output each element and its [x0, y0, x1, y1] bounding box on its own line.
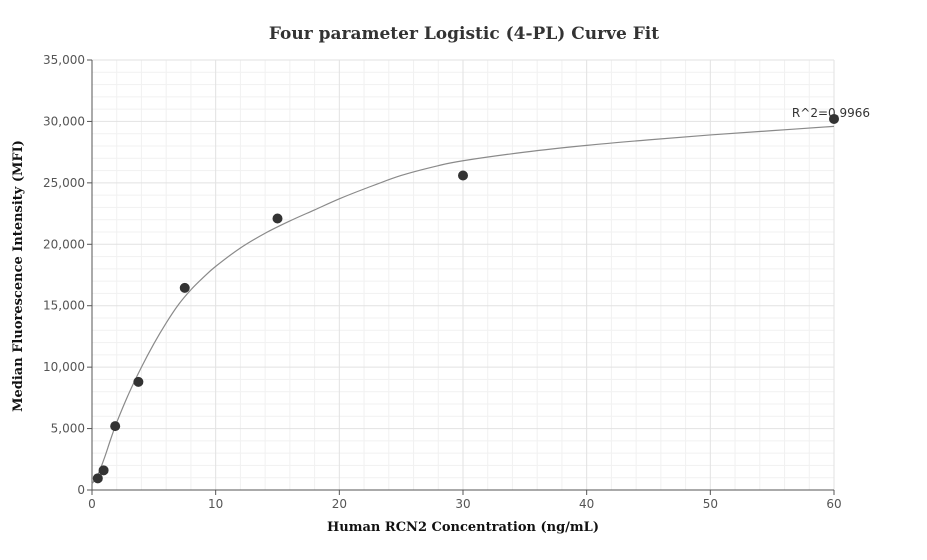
- data-point: [179, 282, 190, 293]
- data-point: [458, 170, 468, 181]
- y-axis-title: Median Fluorescence Intensity (MFI): [11, 140, 26, 412]
- y-tick-label: 0: [77, 483, 85, 497]
- tick-labels: 0 10 20 30 40 50 60 0 5,000 10,000 15,000 20,000 25,…: [43, 53, 842, 511]
- y-tick-label: 25,000: [43, 176, 85, 190]
- data-point: [110, 421, 121, 432]
- y-tick-label: 30,000: [43, 114, 85, 128]
- data-point: [92, 473, 103, 484]
- r-squared-label: R^2=0.9966: [792, 106, 870, 120]
- data-point: [829, 113, 839, 124]
- data-points: [92, 113, 839, 484]
- y-tick-label: 35,000: [43, 53, 85, 67]
- x-tick-label: 60: [826, 497, 841, 511]
- chart-title: Four parameter Logistic (4-PL) Curve Fit: [269, 24, 659, 44]
- fit-curve-line: [91, 125, 835, 485]
- x-tick-label: 0: [88, 497, 96, 511]
- y-tick-label: 10,000: [43, 360, 85, 374]
- x-tick-label: 30: [455, 497, 470, 511]
- annotations: R^2=0.9966: [792, 106, 870, 120]
- x-axis-title: Human RCN2 Concentration (ng/mL): [327, 520, 599, 535]
- x-tick-label: 10: [208, 497, 223, 511]
- data-point: [133, 376, 144, 387]
- x-tick-label: 40: [579, 497, 594, 511]
- y-tick-label: 15,000: [43, 299, 85, 313]
- x-tick-label: 20: [332, 497, 347, 511]
- data-point: [98, 465, 109, 476]
- x-tick-label: 50: [703, 497, 718, 511]
- data-point: [272, 213, 283, 224]
- y-tick-label: 5,000: [51, 422, 85, 436]
- grid: [92, 59, 835, 490]
- y-tick-label: 20,000: [43, 237, 85, 251]
